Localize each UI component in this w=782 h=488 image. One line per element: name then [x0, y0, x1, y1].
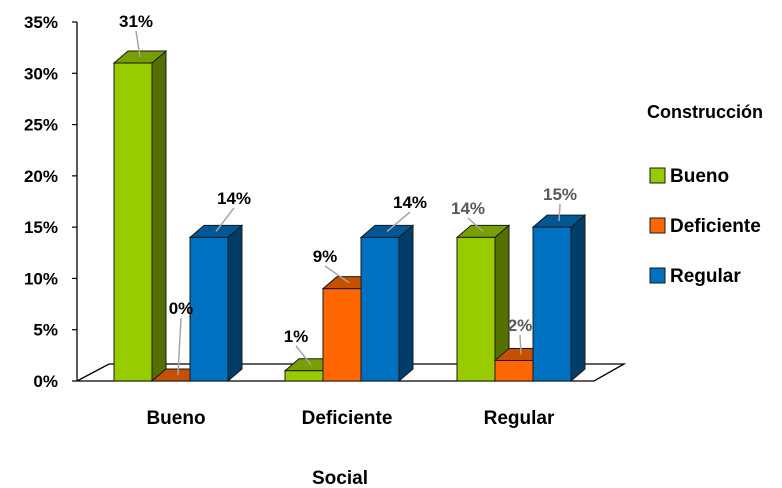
y-axis: 0% 5% 10% 15% 20% 25% 30% 35%: [24, 13, 78, 391]
y-tick-label: 10%: [24, 269, 58, 288]
data-labels: 31% 0% 14% 1% 9% 14% 14% 2% 15%: [119, 12, 577, 376]
y-tick-label: 5%: [33, 321, 58, 340]
y-tick-label: 25%: [24, 116, 58, 135]
legend-item-label: Deficiente: [670, 216, 761, 237]
data-label-leader: [467, 217, 484, 232]
legend-swatch: [649, 267, 666, 284]
data-label-leader: [215, 207, 235, 232]
data-label: 14%: [451, 199, 485, 218]
data-label: 15%: [543, 185, 577, 204]
legend-title: Construcción: [647, 102, 763, 122]
category-label: Bueno: [146, 408, 205, 429]
legend-item-label: Regular: [670, 266, 741, 287]
data-label: 0%: [169, 299, 194, 318]
data-label-leader: [177, 317, 182, 376]
legend-swatch: [649, 167, 666, 184]
data-label-leader: [558, 203, 561, 222]
y-tick-label: 30%: [24, 64, 58, 83]
data-label-leader: [135, 30, 141, 58]
category-labels: Bueno Deficiente Regular: [146, 408, 555, 429]
bar-bueno-regular: [455, 224, 511, 383]
legend-item-label: Bueno: [670, 166, 729, 187]
data-label: 14%: [217, 189, 251, 208]
bar-regular-bueno: [188, 224, 244, 383]
bar-regular-regular: [531, 214, 587, 383]
data-label-leader: [295, 345, 312, 366]
bar-bueno-bueno: [112, 49, 168, 383]
data-label: 9%: [313, 247, 338, 266]
bar-regular-deficiente: [359, 224, 415, 383]
category-label: Deficiente: [302, 408, 393, 429]
data-label: 31%: [119, 12, 153, 31]
y-tick-label: 35%: [24, 13, 58, 32]
data-label: 2%: [508, 316, 533, 335]
data-label-leader: [386, 211, 411, 232]
data-label: 1%: [284, 327, 309, 346]
data-label-leader: [324, 265, 350, 284]
y-tick-label: 0%: [33, 372, 58, 391]
data-label: 14%: [393, 193, 427, 212]
x-axis-title: Social: [312, 468, 368, 488]
category-label: Regular: [484, 408, 555, 429]
bars: [112, 49, 587, 383]
data-label-leader: [519, 334, 522, 355]
legend-swatch: [649, 217, 666, 234]
y-tick-label: 20%: [24, 167, 58, 186]
legend: Construcción Bueno Deficiente Regular: [647, 102, 763, 287]
y-tick-label: 15%: [24, 218, 58, 237]
